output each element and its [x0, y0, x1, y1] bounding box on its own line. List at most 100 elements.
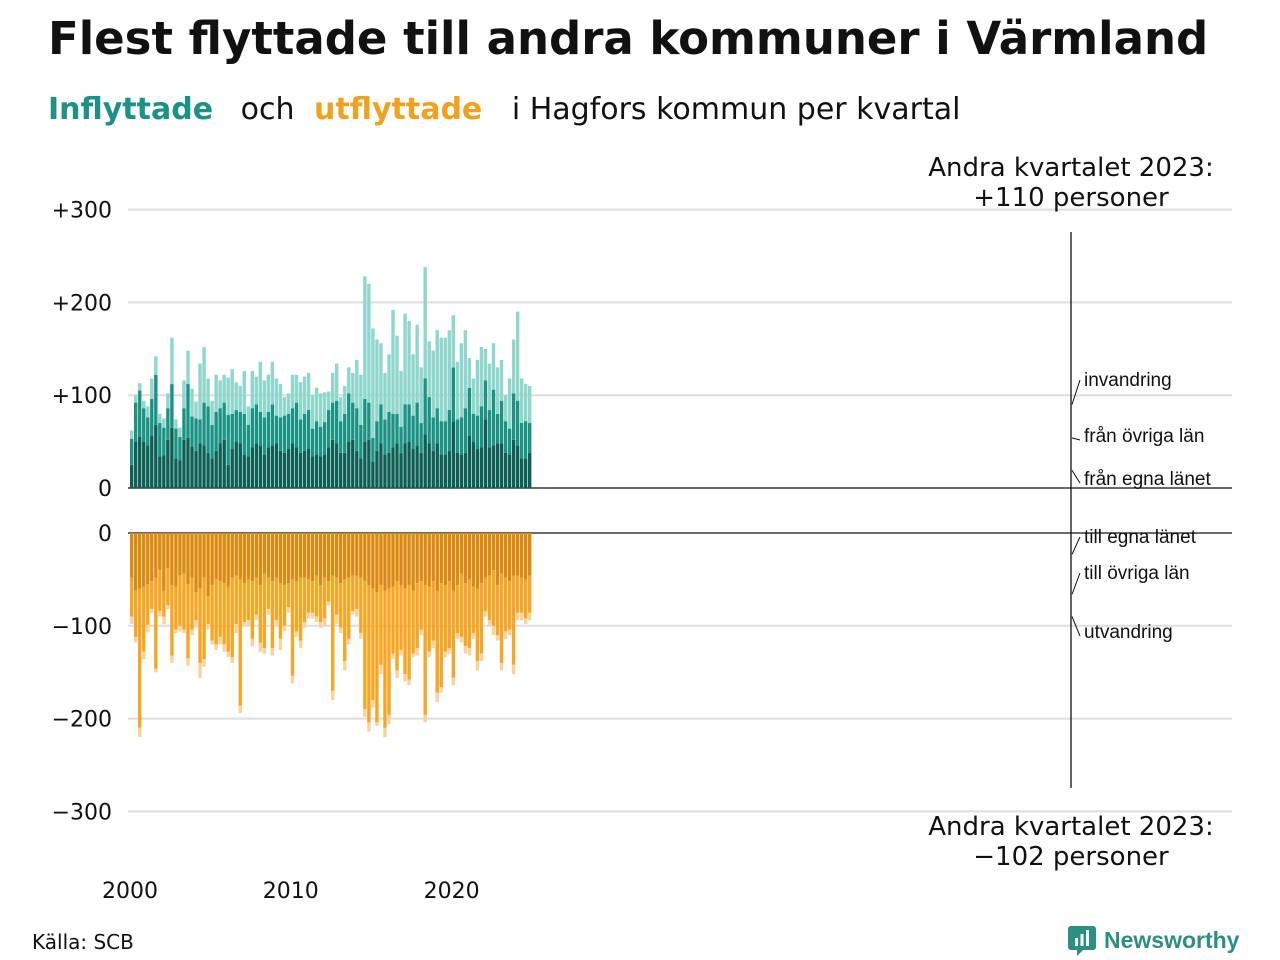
bar-in-2	[310, 395, 315, 429]
bar-in-0	[415, 445, 419, 488]
bar-in-2	[166, 393, 170, 409]
bar-in-1	[242, 413, 246, 455]
bar-in-0	[419, 452, 423, 488]
bar-in-1	[210, 424, 214, 459]
bar-in-1	[262, 417, 267, 455]
bar-out-0	[447, 533, 451, 582]
bar-in-1	[278, 417, 283, 451]
bar-in-1	[503, 421, 508, 453]
bar-out-0	[515, 533, 520, 576]
bar-out-1	[519, 577, 524, 613]
bar-in-1	[246, 424, 250, 457]
bar-out-1	[515, 575, 520, 613]
bar-in-0	[471, 441, 476, 488]
bar-out-2	[375, 722, 379, 727]
bar-in-0	[423, 434, 427, 488]
bar-out-0	[411, 533, 415, 591]
bar-in-1	[222, 402, 226, 440]
bar-in-0	[254, 443, 259, 488]
bar-out-2	[395, 670, 399, 678]
bar-in-2	[375, 339, 379, 422]
bar-out-0	[234, 533, 238, 576]
bar-in-1	[487, 410, 492, 448]
bar-out-1	[423, 584, 427, 715]
bar-out-2	[270, 648, 275, 656]
bar-in-0	[367, 439, 371, 488]
bar-in-1	[326, 410, 331, 448]
bar-out-0	[238, 533, 242, 580]
bar-out-1	[138, 588, 142, 728]
bar-out-2	[222, 644, 226, 652]
bar-out-1	[318, 584, 323, 623]
bar-out-1	[391, 586, 395, 654]
bar-in-1	[363, 398, 367, 442]
bar-out-1	[130, 577, 134, 617]
bar-in-2	[411, 354, 415, 416]
bar-in-1	[515, 400, 520, 446]
bar-out-0	[214, 533, 218, 580]
bar-in-2	[423, 267, 427, 379]
bar-out-0	[419, 533, 423, 582]
bar-in-1	[355, 408, 359, 451]
bar-out-2	[226, 651, 230, 658]
bar-out-0	[318, 533, 323, 585]
bar-in-2	[138, 383, 142, 391]
bar-in-0	[202, 445, 206, 488]
bar-in-0	[150, 436, 154, 488]
bar-out-1	[258, 584, 263, 643]
bar-in-1	[383, 419, 387, 455]
bar-in-0	[503, 452, 508, 488]
brand-logo[interactable]: Newsworthy	[1068, 922, 1239, 958]
bar-out-0	[427, 533, 431, 587]
bar-in-0	[403, 443, 407, 488]
annotation-in-line1: Andra kvartalet 2023:	[928, 153, 1213, 183]
bar-out-2	[266, 609, 271, 615]
bar-in-1	[527, 423, 532, 453]
bar-out-0	[282, 533, 287, 585]
bar-in-2	[387, 354, 391, 412]
bar-out-0	[407, 533, 411, 585]
bar-in-0	[379, 443, 383, 488]
bar-in-1	[238, 411, 242, 444]
bar-in-0	[246, 456, 250, 488]
axis-layer: 0 +100 +200 +300 0 −100 −200 −300 2000 2010 2020	[52, 199, 480, 904]
bar-in-1	[322, 422, 327, 455]
bar-in-1	[335, 400, 339, 444]
bar-in-1	[415, 402, 419, 446]
bar-in-2	[186, 350, 190, 385]
bar-in-1	[258, 411, 263, 446]
bar-out-0	[278, 533, 283, 584]
bar-out-2	[387, 714, 391, 725]
bar-in-2	[383, 372, 387, 420]
bar-out-0	[182, 533, 186, 574]
bar-out-2	[286, 607, 291, 613]
bar-in-0	[138, 436, 142, 488]
bar-out-0	[290, 533, 295, 580]
bar-in-0	[515, 445, 520, 488]
bar-in-0	[439, 454, 443, 488]
bar-in-1	[182, 408, 186, 440]
bar-out-1	[407, 584, 411, 680]
bar-in-0	[318, 456, 323, 488]
bar-out-1	[503, 577, 508, 632]
bar-out-2	[451, 677, 455, 686]
bar-out-1	[495, 584, 500, 636]
bar-out-2	[238, 705, 242, 714]
bar-in-1	[138, 390, 142, 437]
bar-out-1	[166, 568, 170, 606]
bar-in-0	[186, 437, 190, 488]
bar-in-0	[375, 450, 379, 488]
bar-out-2	[318, 622, 323, 628]
bar-out-0	[439, 533, 443, 584]
bar-out-0	[395, 533, 399, 582]
bar-out-0	[459, 533, 464, 574]
annotation-out-line2: −102 personer	[973, 842, 1169, 872]
bar-in-0	[290, 443, 295, 488]
bar-in-2	[250, 371, 254, 409]
bar-out-1	[286, 583, 291, 608]
bar-out-1	[399, 584, 403, 650]
bar-out-0	[302, 533, 307, 578]
bar-out-2	[262, 648, 267, 654]
bar-out-2	[335, 614, 339, 624]
bar-in-2	[318, 393, 323, 427]
